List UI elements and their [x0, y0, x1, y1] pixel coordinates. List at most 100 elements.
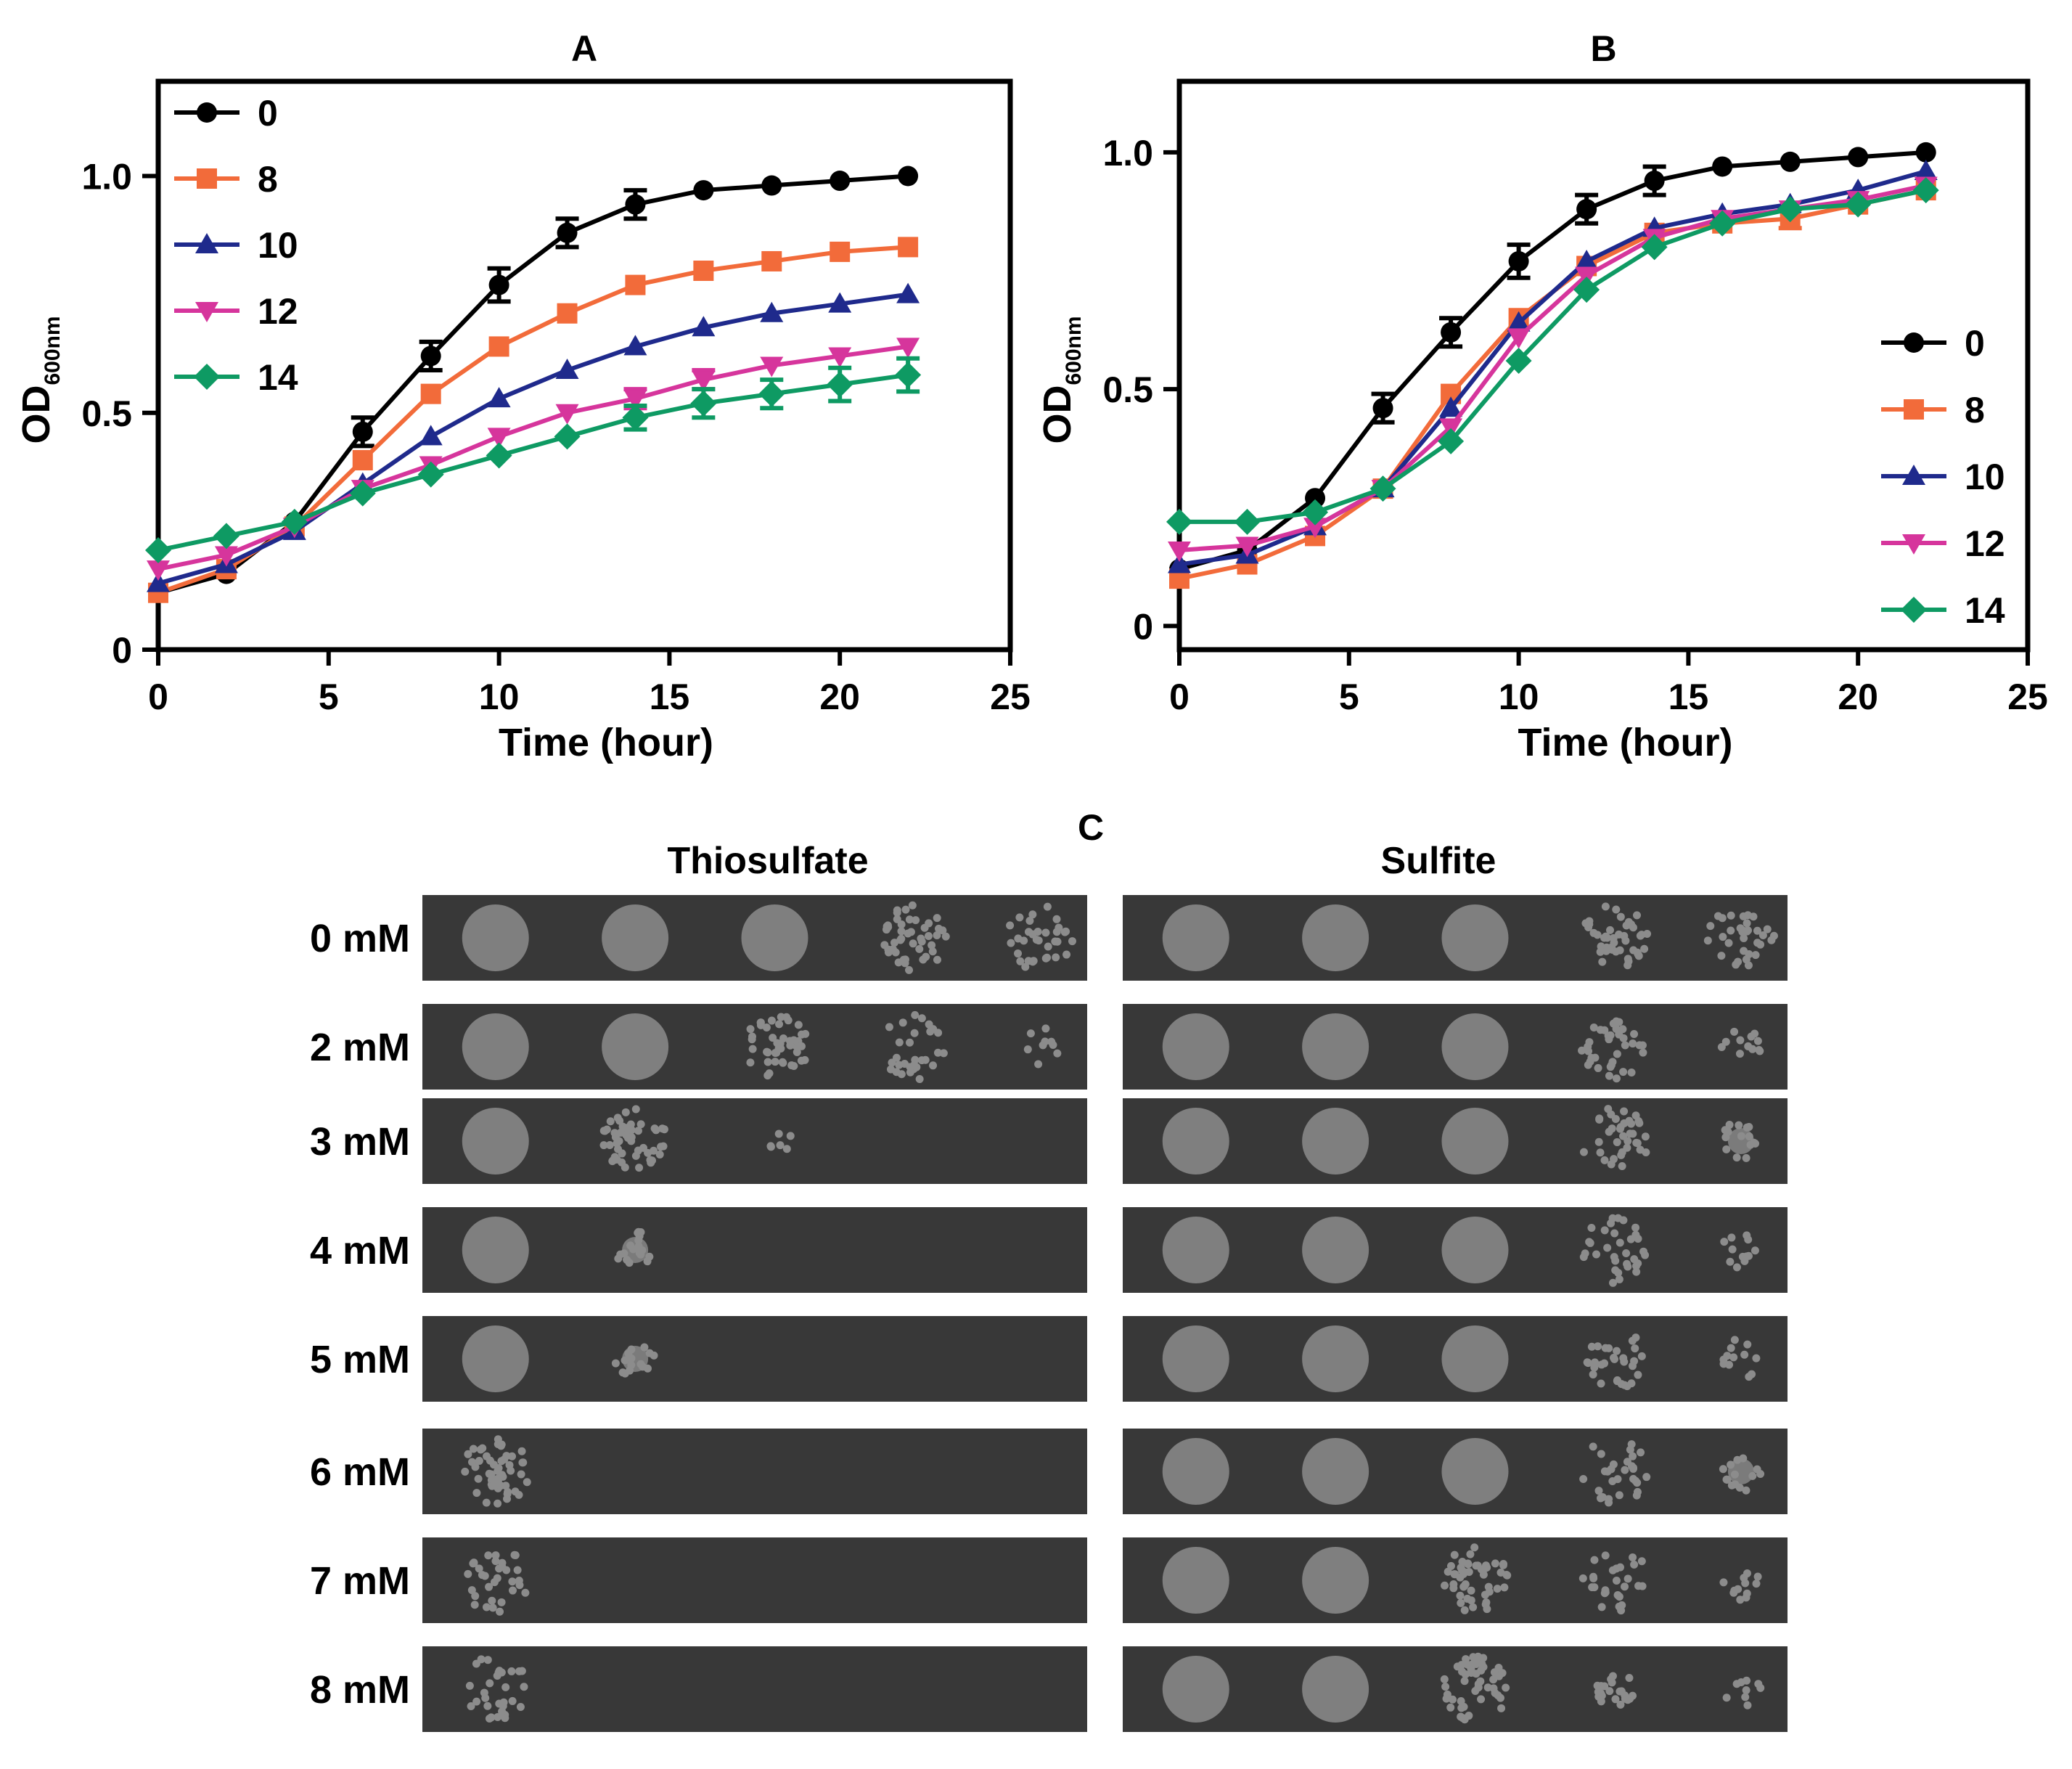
- plate-background: [422, 1429, 1087, 1514]
- data-point: [898, 237, 919, 258]
- colony: [1740, 947, 1748, 955]
- colony: [1581, 919, 1590, 928]
- legend-entry-12: 12: [174, 291, 298, 332]
- data-point: [281, 508, 308, 535]
- colony-spot: [741, 904, 808, 971]
- colony: [1446, 1561, 1455, 1570]
- colony: [1719, 1578, 1728, 1587]
- colony: [1767, 936, 1776, 944]
- colony: [1745, 1373, 1753, 1381]
- colony: [1638, 1582, 1647, 1590]
- colony: [910, 1029, 919, 1037]
- x-tick-label: 10: [1499, 677, 1539, 717]
- colony: [1596, 1148, 1605, 1157]
- data-point: [555, 359, 579, 380]
- colony: [465, 1681, 474, 1690]
- colony: [1630, 1560, 1639, 1569]
- colony: [1491, 1559, 1499, 1568]
- colony: [1053, 937, 1062, 946]
- data-point: [147, 571, 170, 592]
- colony: [1062, 950, 1071, 959]
- colony: [1446, 1703, 1455, 1712]
- colony-spot: [602, 904, 669, 971]
- plate-background: [422, 1646, 1087, 1732]
- colony: [1638, 1041, 1647, 1050]
- colony: [1449, 1580, 1458, 1588]
- colony: [1627, 1119, 1636, 1128]
- colony: [786, 1132, 795, 1140]
- colony: [1491, 1688, 1499, 1697]
- panel-c-title: C: [1078, 807, 1104, 848]
- colony: [627, 1137, 636, 1145]
- y-axis-label-sub: 600nm: [1062, 316, 1086, 385]
- colony: [488, 1596, 496, 1605]
- colony: [1459, 1714, 1467, 1723]
- colony: [1482, 1598, 1491, 1606]
- colony: [928, 947, 937, 956]
- colony: [1007, 939, 1015, 947]
- colony: [508, 1696, 517, 1705]
- colony: [1483, 1563, 1491, 1572]
- series-line-14: [157, 372, 909, 552]
- colony-spot: [1162, 1656, 1229, 1723]
- colony: [1637, 1557, 1646, 1566]
- colony: [886, 1065, 895, 1074]
- colony: [1732, 960, 1740, 969]
- data-point: [1441, 322, 1462, 343]
- colony: [1497, 1704, 1506, 1712]
- colony: [769, 1034, 777, 1042]
- colony: [912, 916, 920, 925]
- legend-marker: [197, 102, 217, 123]
- colony: [500, 1455, 509, 1463]
- colony: [1495, 1672, 1504, 1680]
- colony-spot: [1162, 904, 1229, 971]
- colony: [1618, 1162, 1626, 1171]
- data-point: [1234, 508, 1261, 535]
- colony: [1616, 1124, 1624, 1133]
- plot-frame: [1176, 78, 2031, 653]
- colony: [1589, 1370, 1597, 1378]
- colony: [1600, 1682, 1609, 1691]
- legend-marker: [1902, 465, 1925, 485]
- colony: [634, 1227, 643, 1236]
- legend-marker: [195, 233, 218, 253]
- colony: [1742, 1486, 1750, 1495]
- colony: [776, 1141, 785, 1150]
- colony: [1634, 1259, 1642, 1268]
- data-point: [554, 423, 581, 450]
- data-point: [214, 546, 238, 567]
- colony: [1608, 1124, 1616, 1133]
- colony: [1611, 1695, 1620, 1704]
- colony: [1023, 1045, 1032, 1054]
- colony: [1736, 1036, 1745, 1045]
- colony: [1601, 902, 1610, 911]
- colony: [475, 1564, 483, 1573]
- colony: [1441, 1581, 1449, 1590]
- colony: [610, 1129, 619, 1137]
- colony: [1043, 902, 1052, 911]
- colony: [469, 1445, 478, 1453]
- colony: [901, 905, 910, 914]
- colony: [1615, 1602, 1623, 1611]
- colony: [499, 1701, 507, 1710]
- colony: [1753, 1572, 1762, 1581]
- colony: [1703, 936, 1712, 945]
- colony: [1603, 1243, 1612, 1252]
- data-point: [1235, 536, 1259, 557]
- colony-spot: [462, 1013, 529, 1080]
- colony: [1732, 1153, 1741, 1162]
- colony-spot: [1302, 1656, 1369, 1723]
- colony: [1596, 1494, 1605, 1503]
- colony: [1590, 1556, 1599, 1564]
- colony: [487, 1470, 496, 1479]
- colony: [498, 1471, 507, 1479]
- colony: [908, 901, 917, 910]
- colony: [1630, 1029, 1639, 1038]
- colony: [1752, 1354, 1761, 1363]
- colony: [921, 1055, 930, 1064]
- colony: [1735, 1121, 1743, 1129]
- data-point: [1914, 159, 1938, 180]
- colony: [1044, 942, 1052, 951]
- x-tick-label: 20: [819, 677, 860, 717]
- data-point: [1302, 499, 1329, 526]
